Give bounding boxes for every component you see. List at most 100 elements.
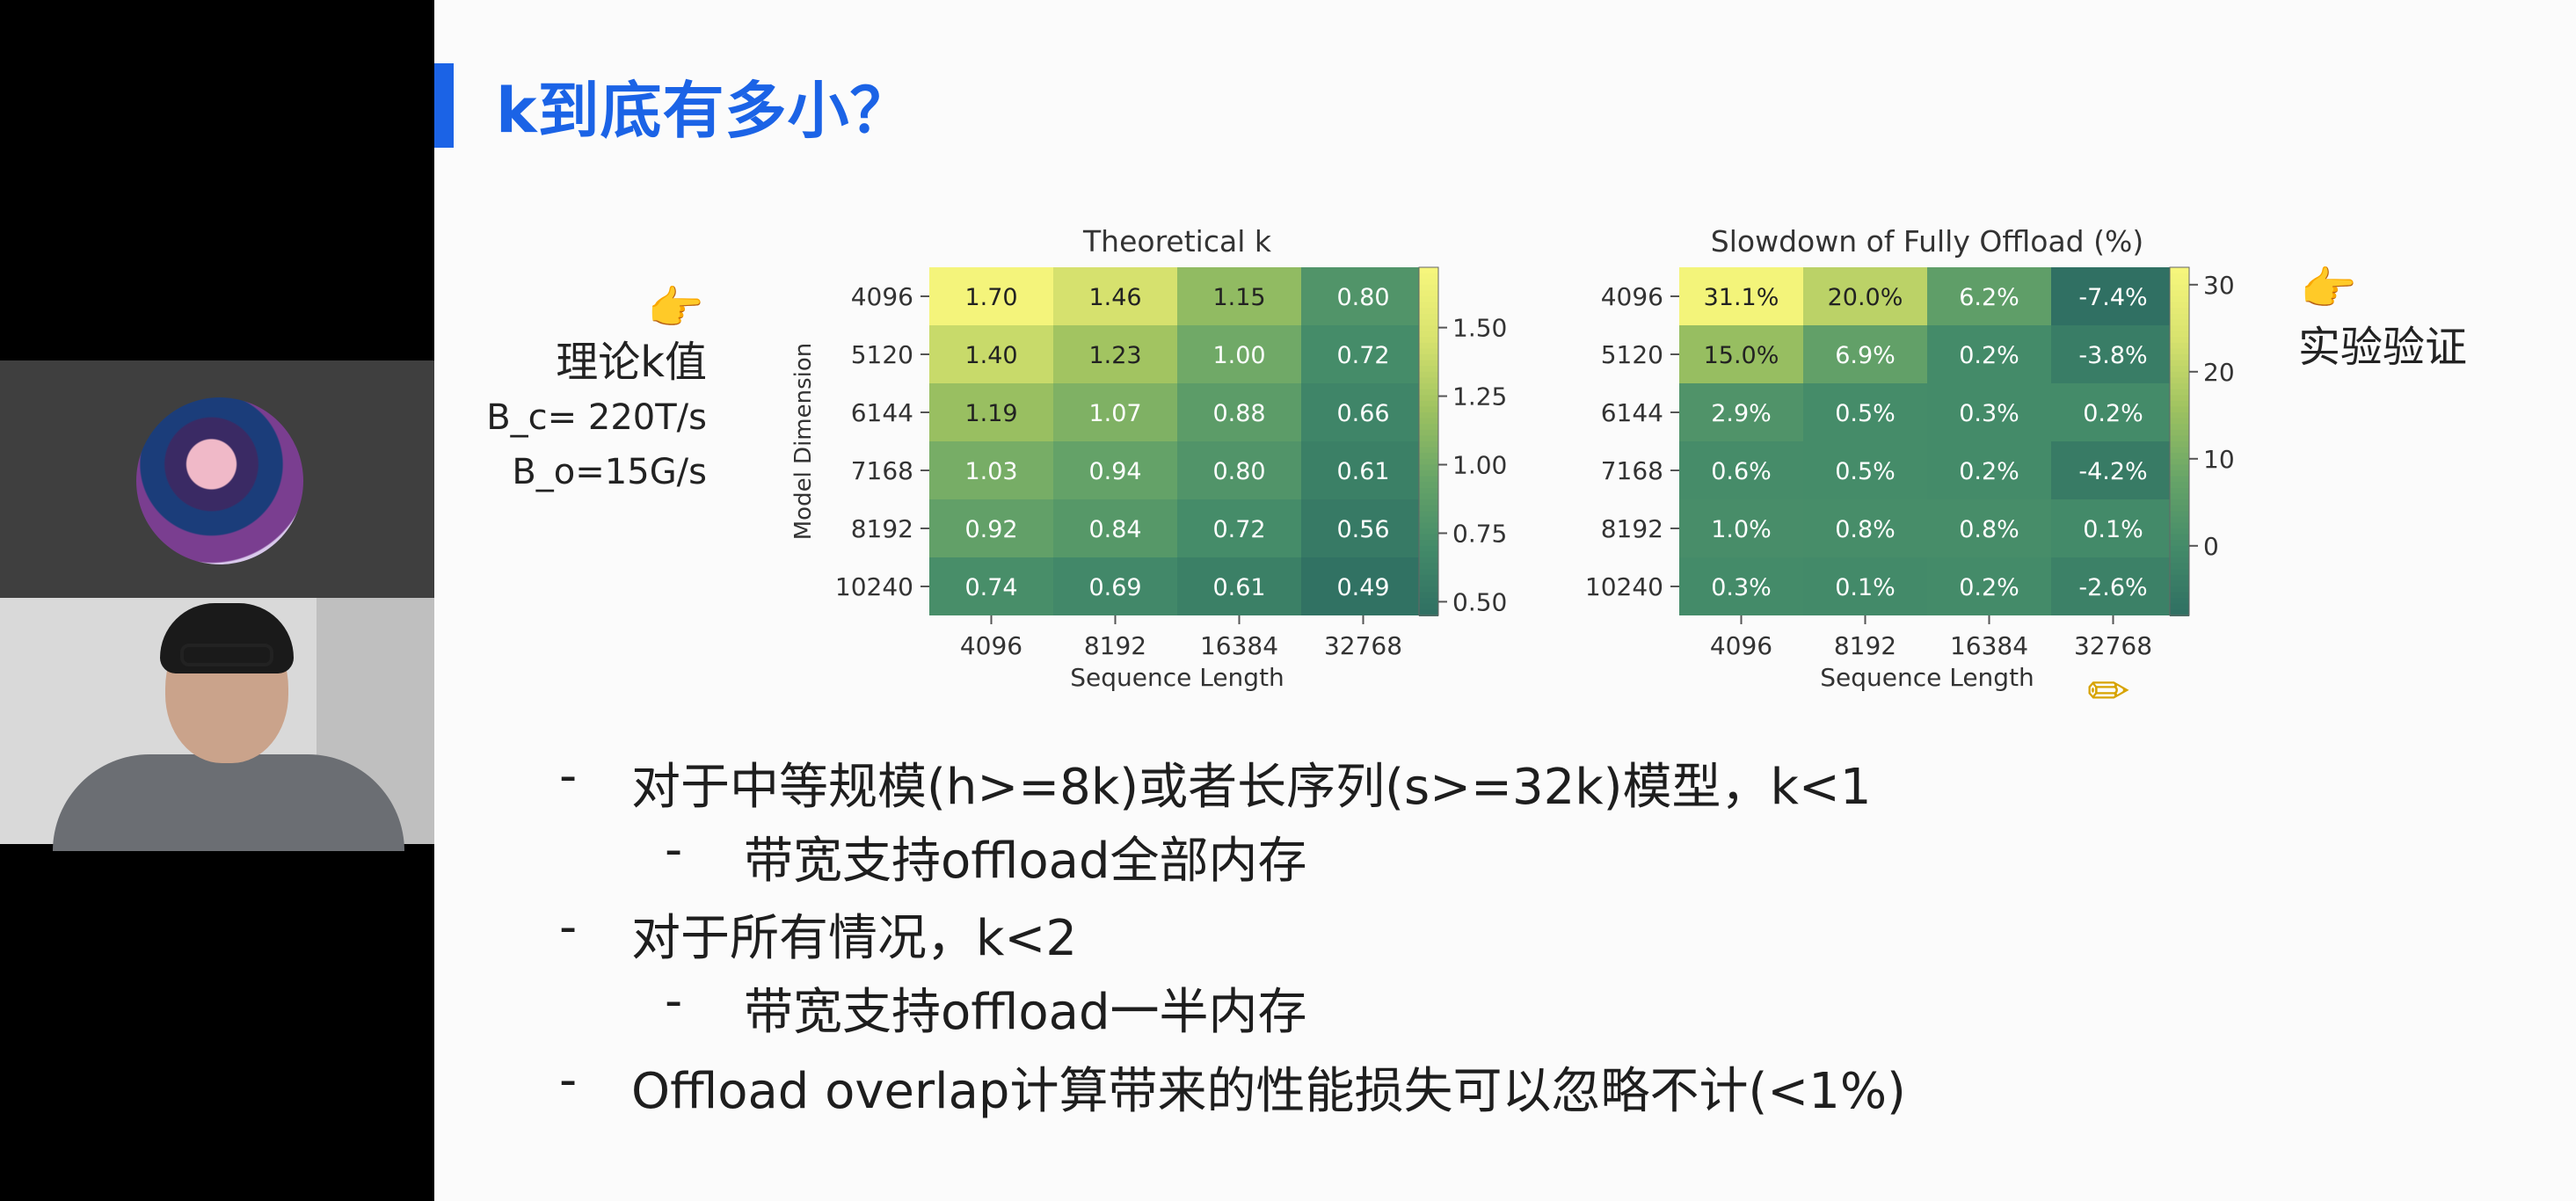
colorbar-segment bbox=[2170, 603, 2189, 611]
y-tick-label: 7168 bbox=[1601, 456, 1663, 485]
heatmap-cell bbox=[2051, 499, 2175, 557]
cell-value-label: 0.61 bbox=[1336, 458, 1389, 485]
y-tick-label: 8192 bbox=[1601, 514, 1663, 543]
cell-value-label: -2.6% bbox=[2078, 574, 2147, 601]
colorbar-segment bbox=[1419, 603, 1438, 611]
colorbar-segment bbox=[2170, 273, 2189, 280]
cell-value-label: 1.23 bbox=[1088, 342, 1141, 369]
colorbar-segment bbox=[1419, 545, 1438, 553]
colorbar-segment bbox=[2170, 337, 2189, 344]
colorbar-segment bbox=[1419, 313, 1438, 321]
colorbar-segment bbox=[2170, 360, 2189, 368]
y-tick-label: 10240 bbox=[835, 572, 913, 601]
colorbar-segment bbox=[1419, 522, 1438, 529]
y-tick-label: 4096 bbox=[1601, 282, 1663, 311]
cell-value-label: 6.2% bbox=[1959, 284, 2019, 311]
colorbar-tick-label: 1.25 bbox=[1452, 382, 1507, 411]
y-tick-label: 8192 bbox=[851, 514, 913, 543]
heatmap-cell bbox=[929, 499, 1053, 557]
cell-value-label: -4.2% bbox=[2078, 458, 2147, 485]
colorbar-segment bbox=[2170, 284, 2189, 292]
colorbar-segment bbox=[1419, 511, 1438, 518]
colorbar-segment bbox=[2170, 534, 2189, 542]
colorbar-segment bbox=[1419, 563, 1438, 571]
heatmap-cell bbox=[1301, 499, 1425, 557]
bullet-item: 对于所有情况，k<2 bbox=[631, 910, 1077, 967]
bullet-item: 对于中等规模(h>=8k)或者长序列(s>=32k)模型，k<1 bbox=[631, 759, 1872, 816]
cell-value-label: 15.0% bbox=[1704, 342, 1779, 369]
colorbar-segment bbox=[2170, 447, 2189, 455]
colorbar-segment bbox=[2170, 348, 2189, 355]
colorbar-segment bbox=[2170, 418, 2189, 426]
colorbar-segment bbox=[1419, 273, 1438, 280]
heatmap-cell bbox=[2051, 383, 2175, 441]
colorbar-segment bbox=[1419, 435, 1438, 442]
colorbar-segment bbox=[1419, 342, 1438, 350]
colorbar-tick-label: 0.50 bbox=[1452, 587, 1507, 616]
colorbar-segment bbox=[1419, 505, 1438, 513]
cell-value-label: 0.61 bbox=[1212, 574, 1265, 601]
bullet-dash: - bbox=[665, 972, 683, 1030]
colorbar-segment bbox=[1419, 458, 1438, 466]
x-tick-label: 4096 bbox=[1710, 631, 1772, 660]
heatmap-cell bbox=[1679, 383, 1803, 441]
heatmap-cell bbox=[1679, 267, 1803, 325]
colorbar-segment bbox=[2170, 516, 2189, 524]
heatmap-cell bbox=[1053, 499, 1177, 557]
colorbar-segment bbox=[2170, 279, 2189, 286]
colorbar-segment bbox=[2170, 569, 2189, 576]
colorbar-segment bbox=[2170, 470, 2189, 477]
colorbar-segment bbox=[2170, 458, 2189, 466]
colorbar-segment bbox=[2170, 511, 2189, 518]
colorbar-segment bbox=[1419, 516, 1438, 524]
colorbar-segment bbox=[1419, 348, 1438, 355]
colorbar-segment bbox=[1419, 284, 1438, 292]
heatmap-cell bbox=[1177, 441, 1301, 499]
colorbar-segment bbox=[2170, 580, 2189, 587]
bo-value: B_o=15G/s bbox=[512, 452, 707, 492]
colorbar-segment bbox=[2170, 290, 2189, 297]
cell-value-label: 0.49 bbox=[1336, 574, 1389, 601]
heatmap-cell bbox=[1679, 499, 1803, 557]
colorbar-segment bbox=[1419, 319, 1438, 326]
colorbar-segment bbox=[1419, 308, 1438, 315]
colorbar-tick-label: 1.00 bbox=[1452, 451, 1507, 480]
cell-value-label: 0.80 bbox=[1336, 284, 1389, 311]
cell-value-label: 0.56 bbox=[1336, 516, 1389, 543]
colorbar-segment bbox=[1419, 557, 1438, 564]
colorbar-segment bbox=[2170, 406, 2189, 413]
x-tick-label: 16384 bbox=[1200, 631, 1278, 660]
heatmap-cell bbox=[1679, 441, 1803, 499]
cell-value-label: 1.0% bbox=[1711, 516, 1772, 543]
cell-value-label: 0.5% bbox=[1835, 458, 1896, 485]
colorbar-segment bbox=[2170, 453, 2189, 460]
colorbar-segment bbox=[2170, 441, 2189, 448]
colorbar-segment bbox=[2170, 371, 2189, 379]
heatmap-cell bbox=[1053, 383, 1177, 441]
x-axis-label: Sequence Length bbox=[1820, 663, 2034, 692]
heatmap-cell bbox=[929, 325, 1053, 383]
cell-value-label: 0.72 bbox=[1212, 516, 1265, 543]
heatmap-cell bbox=[2051, 441, 2175, 499]
heatmap-cell bbox=[1927, 499, 2051, 557]
bullet-subitem: 带宽支持offload全部内存 bbox=[744, 833, 1307, 890]
speaker-glasses bbox=[180, 644, 273, 666]
heatmap-cell bbox=[1803, 499, 1927, 557]
colorbar-segment bbox=[2170, 319, 2189, 326]
heatmap-cell bbox=[1927, 325, 2051, 383]
colorbar-segment bbox=[1419, 400, 1438, 408]
colorbar-segment bbox=[1419, 366, 1438, 373]
colorbar-segment bbox=[1419, 371, 1438, 379]
colorbar-segment bbox=[2170, 302, 2189, 309]
heatmap-cell bbox=[1053, 441, 1177, 499]
cell-value-label: 1.00 bbox=[1212, 342, 1265, 369]
heatmap-cell bbox=[1803, 383, 1927, 441]
pencil-icon: ✏ bbox=[2087, 661, 2130, 721]
heatmap-cell bbox=[1177, 325, 1301, 383]
x-tick-label: 8192 bbox=[1834, 631, 1896, 660]
cell-value-label: 0.8% bbox=[1835, 516, 1896, 543]
bullet-dash: - bbox=[559, 899, 578, 956]
cell-value-label: 0.72 bbox=[1336, 342, 1389, 369]
colorbar-segment bbox=[2170, 551, 2189, 558]
heatmap-cell bbox=[929, 383, 1053, 441]
